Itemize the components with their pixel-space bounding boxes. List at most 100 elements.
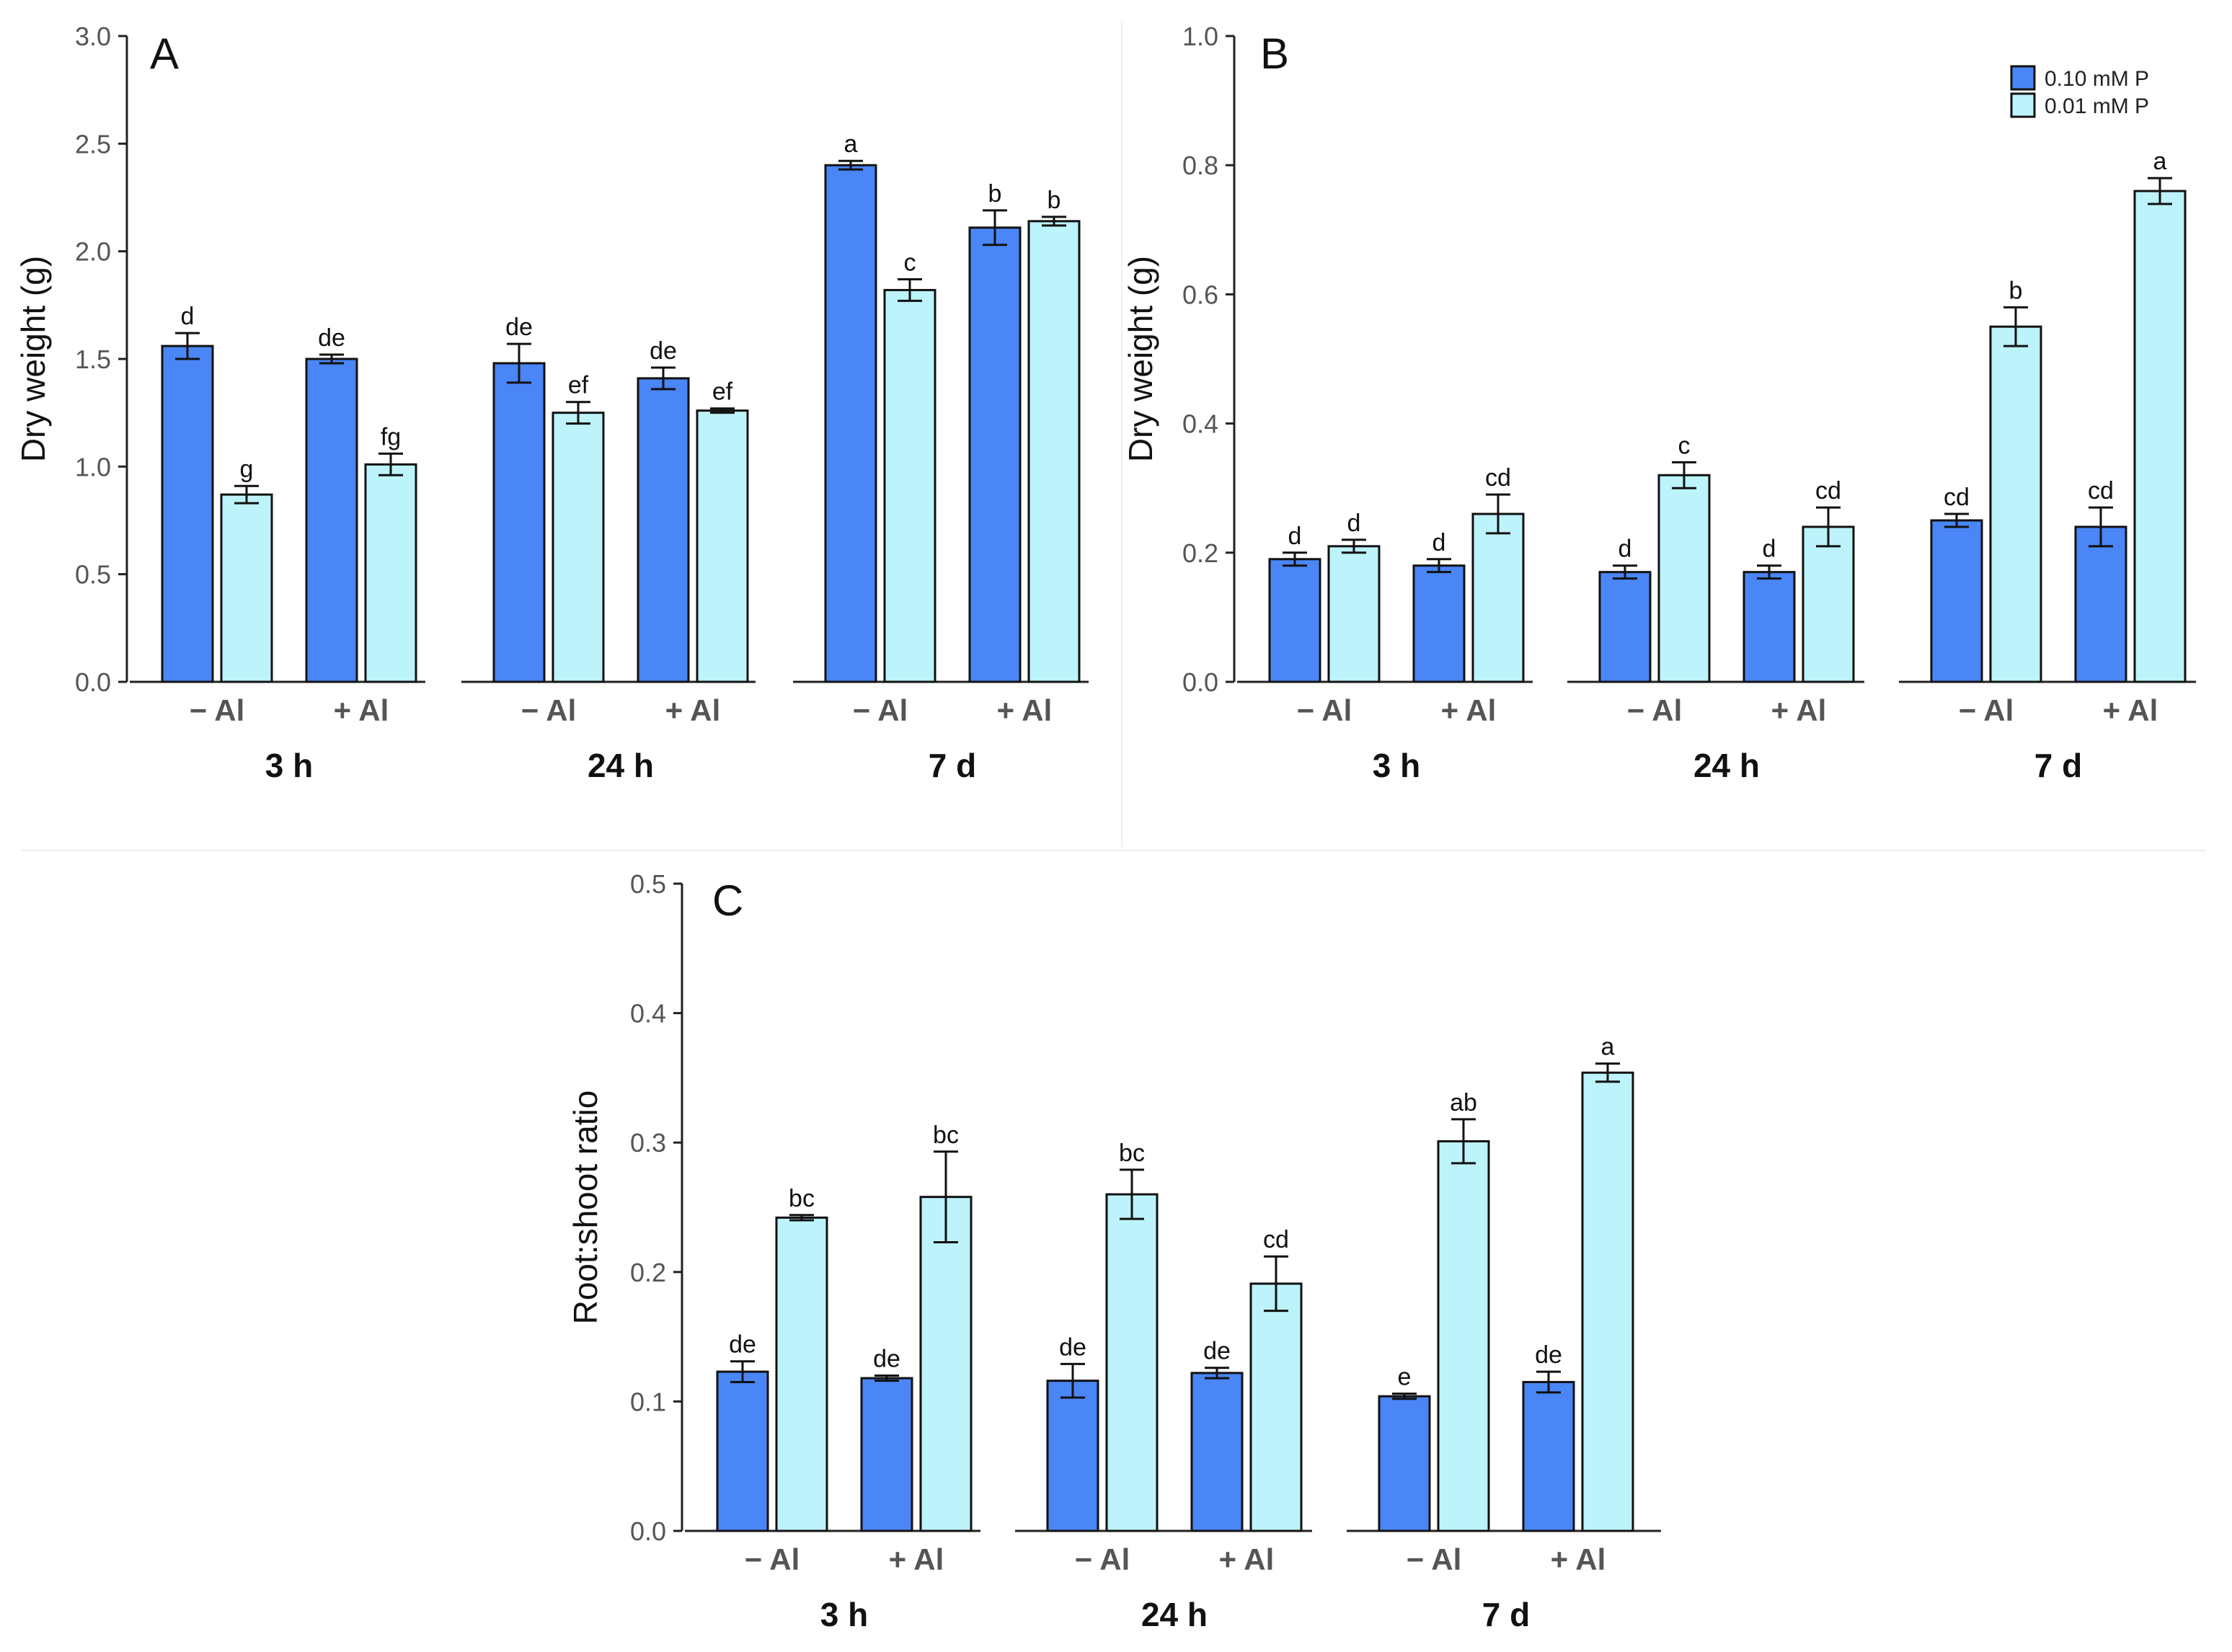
y-axis-label: Root:shoot ratio bbox=[567, 1091, 604, 1325]
group-label: 24 h bbox=[1141, 1596, 1208, 1633]
bar bbox=[860, 1377, 913, 1532]
panel-letter: B bbox=[1260, 30, 1289, 78]
legend-swatch bbox=[2010, 92, 2036, 118]
bar bbox=[883, 288, 936, 683]
bar bbox=[1930, 519, 1983, 683]
significance-label: ef bbox=[568, 372, 589, 399]
significance-label: cd bbox=[2088, 477, 2114, 505]
bar bbox=[1268, 558, 1321, 683]
y-tick-label: 0.0 bbox=[630, 1516, 666, 1546]
significance-label: bc bbox=[789, 1185, 815, 1212]
x-tick-label: + Al bbox=[1551, 1542, 1606, 1576]
y-tick-label: 2.5 bbox=[75, 129, 111, 159]
group-label: 3 h bbox=[265, 747, 313, 784]
y-tick-label: 0.5 bbox=[75, 560, 111, 590]
bar bbox=[1581, 1071, 1634, 1532]
x-tick-label: + Al bbox=[1219, 1542, 1275, 1576]
bar bbox=[1412, 564, 1466, 683]
bar bbox=[1190, 1372, 1244, 1532]
y-tick-label: 0.4 bbox=[630, 999, 666, 1029]
significance-label: de bbox=[318, 324, 345, 352]
significance-label: a bbox=[1601, 1034, 1615, 1061]
y-tick-label: 0.6 bbox=[1182, 280, 1218, 309]
x-tick-label: − Al bbox=[1407, 1542, 1462, 1576]
y-tick-label: 0.2 bbox=[630, 1258, 666, 1287]
y-tick-label: 1.0 bbox=[75, 452, 111, 481]
significance-label: a bbox=[844, 130, 858, 158]
significance-label: b bbox=[2009, 277, 2023, 304]
bar bbox=[1046, 1380, 1099, 1532]
x-tick-label: + Al bbox=[889, 1542, 944, 1576]
significance-label: e bbox=[1398, 1364, 1412, 1391]
y-tick-label: 0.5 bbox=[630, 869, 666, 899]
bar bbox=[2074, 525, 2127, 683]
significance-label: d bbox=[1432, 529, 1446, 556]
y-tick-label: 1.0 bbox=[1182, 22, 1218, 51]
group-label: 7 d bbox=[2034, 747, 2082, 784]
group-label: 3 h bbox=[820, 1596, 868, 1633]
bar bbox=[716, 1370, 769, 1532]
significance-label: bc bbox=[933, 1122, 959, 1149]
legend-label: 0.01 mM P bbox=[2045, 94, 2149, 118]
significance-label: cd bbox=[1944, 484, 1970, 511]
y-axis-label: Dry weight (g) bbox=[1122, 256, 1159, 462]
significance-label: d bbox=[1763, 536, 1776, 563]
bar bbox=[220, 493, 273, 683]
bar bbox=[1657, 474, 1711, 683]
bar bbox=[637, 377, 690, 683]
bar bbox=[1327, 545, 1381, 683]
bar bbox=[492, 362, 546, 683]
bar bbox=[1742, 571, 1796, 683]
significance-label: de bbox=[650, 337, 677, 365]
bar bbox=[1522, 1380, 1575, 1532]
y-tick-label: 0.0 bbox=[75, 667, 111, 697]
x-tick-label: + Al bbox=[665, 693, 721, 727]
x-tick-label: − Al bbox=[1959, 693, 2014, 727]
y-tick-label: 0.0 bbox=[1182, 667, 1218, 697]
y-axis-label: Dry weight (g) bbox=[14, 256, 52, 462]
bar bbox=[1598, 571, 1652, 683]
x-tick-label: + Al bbox=[334, 693, 389, 727]
y-tick-label: 0.8 bbox=[1182, 151, 1218, 180]
x-tick-label: + Al bbox=[2103, 693, 2158, 727]
significance-label: b bbox=[988, 180, 1002, 208]
significance-label: de bbox=[873, 1345, 900, 1372]
y-tick-label: 1.5 bbox=[75, 345, 111, 374]
bar bbox=[1105, 1193, 1159, 1532]
group-label: 24 h bbox=[1693, 747, 1760, 784]
group-label: 3 h bbox=[1373, 747, 1420, 784]
bar bbox=[161, 345, 214, 683]
panel-letter: C bbox=[712, 876, 743, 925]
significance-label: c bbox=[1678, 432, 1691, 459]
bar bbox=[919, 1196, 973, 1532]
bar bbox=[1989, 325, 2042, 683]
significance-label: b bbox=[1048, 187, 1061, 214]
bar bbox=[2133, 190, 2187, 683]
bar bbox=[968, 226, 1022, 683]
bar bbox=[775, 1216, 828, 1532]
significance-label: cd bbox=[1815, 477, 1841, 505]
significance-label: de bbox=[1059, 1333, 1086, 1361]
significance-label: de bbox=[729, 1331, 756, 1359]
bar bbox=[696, 409, 749, 683]
significance-label: d bbox=[181, 303, 195, 330]
bar bbox=[1378, 1395, 1431, 1532]
x-tick-label: + Al bbox=[1771, 693, 1827, 727]
y-tick-label: 0.3 bbox=[630, 1128, 666, 1158]
x-tick-label: − Al bbox=[853, 693, 908, 727]
bar bbox=[305, 358, 358, 683]
bar bbox=[1027, 220, 1081, 683]
x-tick-label: − Al bbox=[1075, 1542, 1130, 1576]
y-tick-label: 0.2 bbox=[1182, 538, 1218, 568]
panel-c-chart: 0.0 0.1 0.2 0.3 0.4 0.5 Root:shoot ratio Cde bc −… bbox=[567, 869, 1661, 1633]
significance-label: d bbox=[1347, 510, 1361, 537]
bar bbox=[1802, 525, 1855, 683]
group-label: 7 d bbox=[1482, 1596, 1530, 1633]
significance-label: cd bbox=[1263, 1226, 1289, 1253]
bar bbox=[1249, 1282, 1303, 1532]
x-tick-label: − Al bbox=[1297, 693, 1352, 727]
significance-label: de bbox=[1203, 1338, 1231, 1365]
significance-label: ab bbox=[1450, 1089, 1477, 1116]
significance-label: d bbox=[1618, 536, 1632, 563]
bar bbox=[364, 463, 417, 683]
